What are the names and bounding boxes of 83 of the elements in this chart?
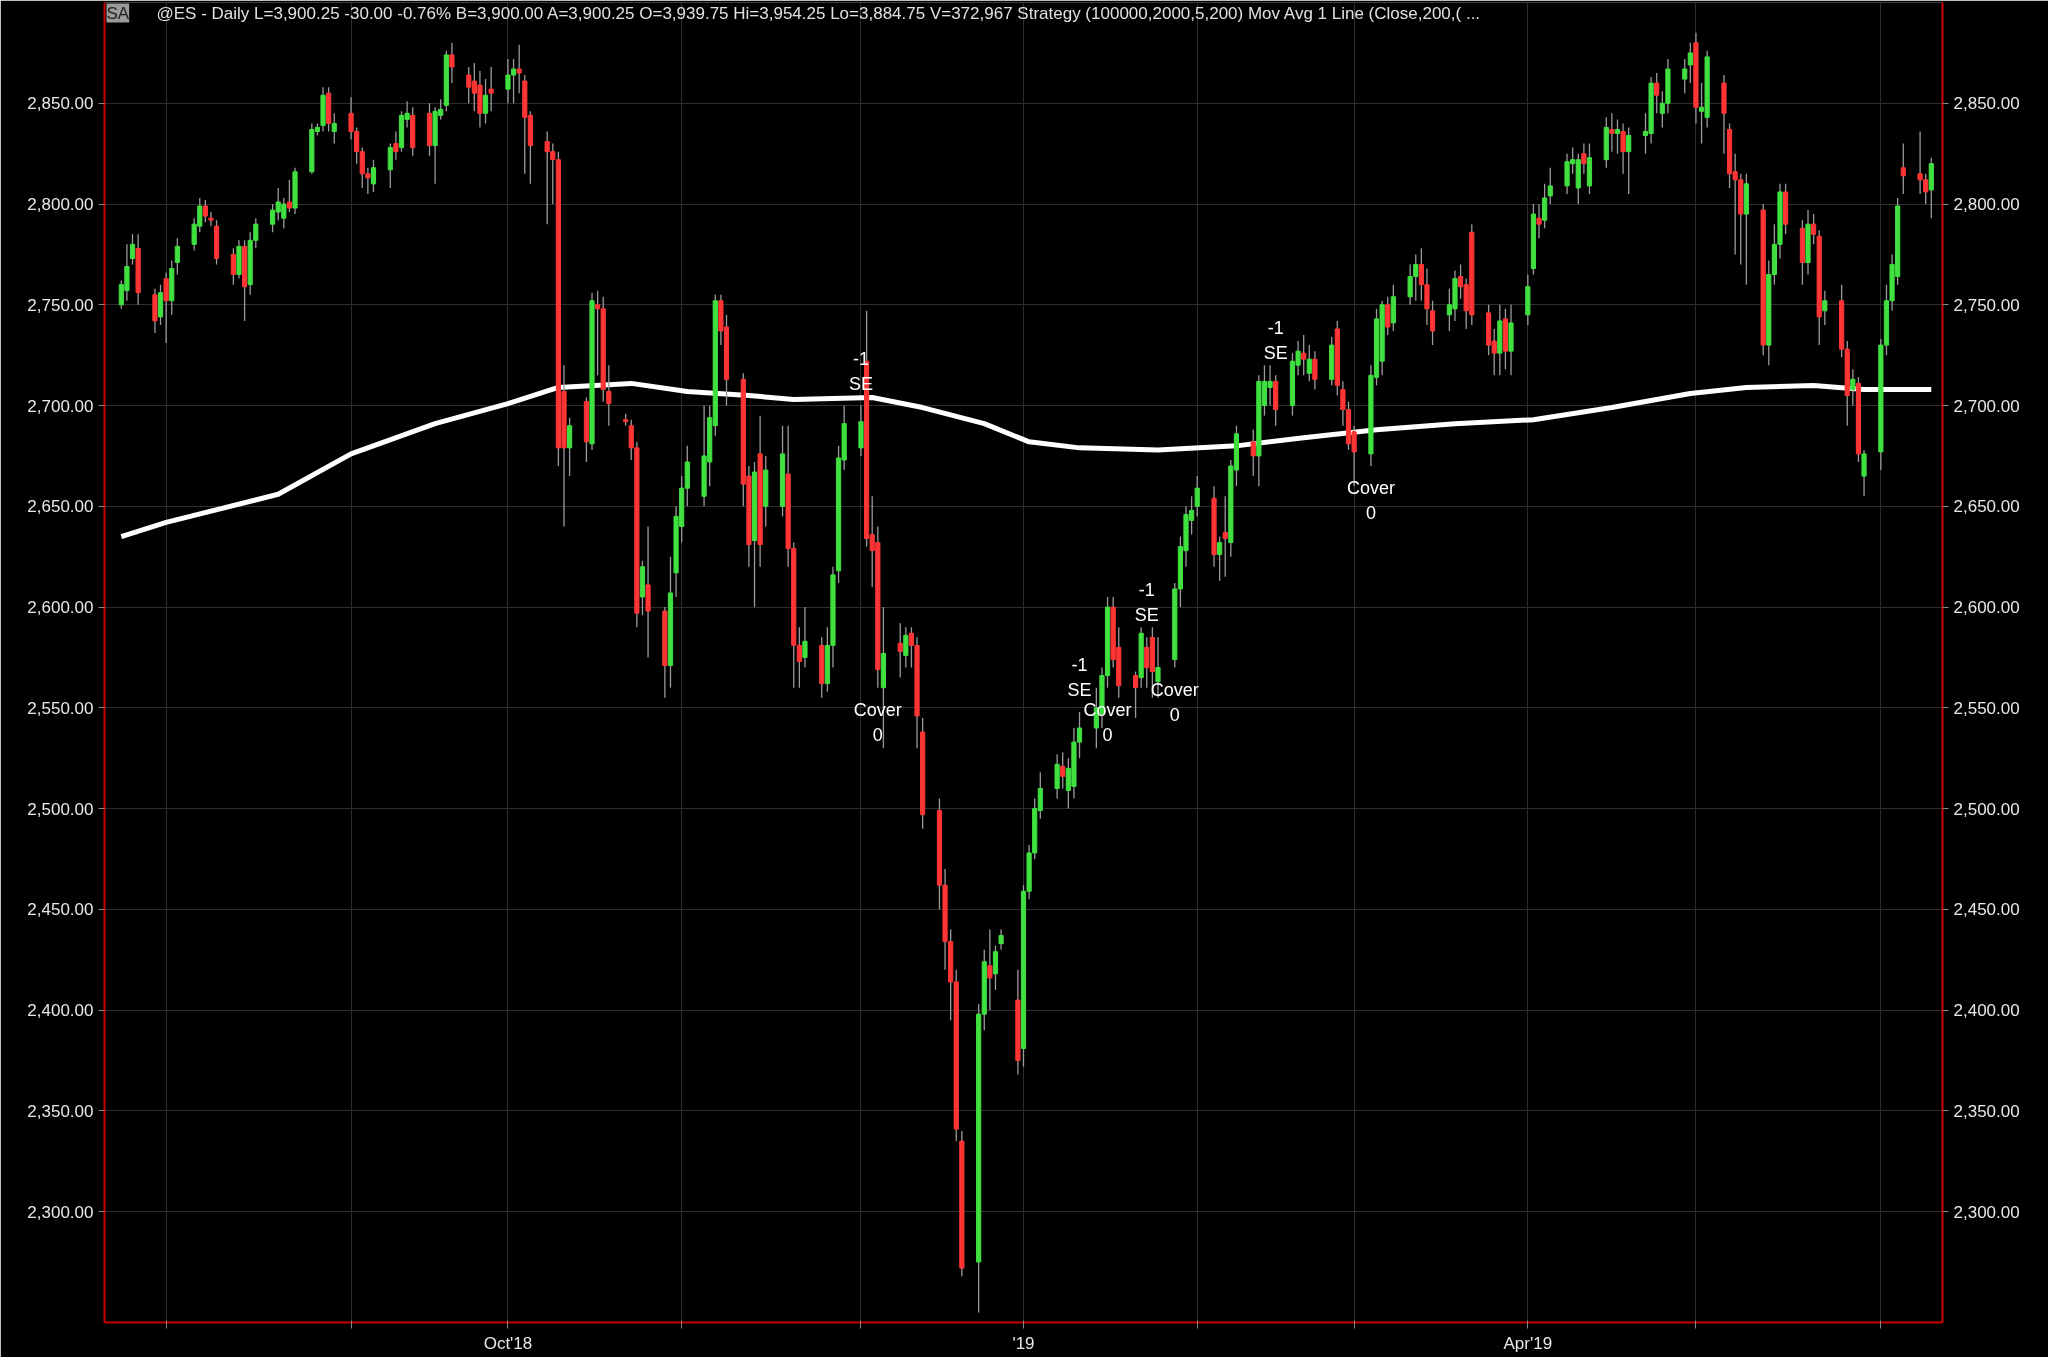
candlestick	[1620, 122, 1626, 175]
candlestick	[1429, 300, 1436, 346]
candlestick	[1811, 213, 1817, 245]
candlestick	[1614, 118, 1621, 155]
annotation: SA	[106, 3, 130, 23]
candlestick	[897, 622, 903, 679]
x-tick-label: Oct'18	[483, 1333, 533, 1353]
candlestick	[174, 237, 180, 276]
candlestick	[1682, 58, 1688, 94]
y-tick-label: 2,350.00	[27, 1101, 94, 1121]
y-tick-label: 2,300.00	[27, 1202, 94, 1222]
y-tick-label: 2,600.00	[27, 598, 94, 618]
candlestick	[1542, 183, 1548, 229]
candlestick	[1609, 112, 1615, 153]
candlestick	[1900, 142, 1906, 195]
candlestick	[1217, 535, 1223, 582]
y2-tick-label: 2,750.00	[1953, 295, 2020, 315]
chart-title: @ES - Daily L=3,900.25 -30.00 -0.76% B=3,900.00 A=3,900.25 O=3,939.75 Hi=3,954.25 Lo=3,884.75 V=372,967 Strategy (100000,2000,5,200) Mov Avg 1 Line (Close,200,( ...	[156, 3, 1481, 23]
candlestick	[802, 606, 808, 669]
y2-tick-label: 2,500.00	[1953, 799, 2020, 819]
y-tick-label: 2,700.00	[27, 396, 94, 416]
x-tick-label: '19	[1012, 1333, 1035, 1353]
y2-tick-label: 2,600.00	[1953, 598, 2020, 618]
y-tick-label: 2,450.00	[27, 900, 94, 920]
candlestick	[208, 211, 214, 227]
y2-tick-label: 2,350.00	[1953, 1101, 2020, 1121]
candlestick	[1194, 475, 1200, 518]
candlestick	[1312, 350, 1318, 391]
candlestick	[1687, 42, 1693, 84]
candlestick	[1132, 670, 1139, 719]
candlestick	[482, 78, 489, 125]
y2-tick-label: 2,650.00	[1953, 497, 2020, 517]
y2-tick-label: 2,800.00	[1953, 195, 2020, 215]
candlestick	[230, 247, 236, 286]
candlestick	[129, 233, 136, 266]
candlestick	[393, 130, 399, 161]
candlestick	[488, 66, 494, 112]
candlestick	[163, 271, 169, 344]
candlestick	[606, 364, 612, 427]
candlestick	[903, 626, 909, 669]
candlestick	[1306, 344, 1312, 383]
candlestick	[1222, 495, 1228, 578]
x-tick-label: Apr'19	[1503, 1333, 1553, 1353]
candlestick	[998, 928, 1004, 951]
candlestick	[1250, 429, 1256, 477]
candlestick	[449, 42, 455, 84]
candlestick	[1301, 334, 1307, 376]
y-tick-label: 2,500.00	[27, 799, 94, 819]
candlestick	[370, 159, 377, 193]
candlestick	[1861, 449, 1867, 497]
candlestick	[286, 179, 293, 213]
y2-tick-label: 2,450.00	[1953, 900, 2020, 920]
candlestick	[1536, 203, 1542, 239]
candlestick	[992, 945, 999, 991]
annotation: -1 SE	[1067, 654, 1092, 700]
candlestick	[387, 142, 393, 189]
y-tick-label: 2,650.00	[27, 497, 94, 517]
candlestick	[1654, 72, 1660, 114]
candlestick	[1060, 751, 1066, 790]
y2-tick-label: 2,850.00	[1953, 94, 2020, 114]
candlestick	[987, 928, 993, 1011]
candlestick	[1547, 167, 1553, 205]
candlestick	[1581, 142, 1587, 175]
y2-tick-label: 2,300.00	[1953, 1202, 2020, 1222]
y2-tick-label: 2,400.00	[1953, 1001, 2020, 1021]
annotation: Cover 0	[1346, 478, 1395, 524]
candlestick	[516, 44, 522, 94]
y-tick-label: 2,750.00	[27, 295, 94, 315]
annotation: -1 SE	[1263, 318, 1288, 364]
candlestick	[202, 199, 208, 223]
candlestick	[1850, 368, 1856, 407]
candlestick	[1626, 126, 1632, 195]
y-tick-label: 2,400.00	[27, 1001, 94, 1021]
candlestick	[567, 417, 573, 477]
candlestick	[1385, 296, 1391, 336]
candlestick	[1822, 290, 1828, 326]
annotation: -1 SE	[1134, 580, 1159, 626]
y2-tick-label: 2,700.00	[1953, 396, 2020, 416]
y-tick-label: 2,850.00	[27, 94, 94, 114]
candlestick	[331, 112, 337, 145]
y-tick-label: 2,550.00	[27, 698, 94, 718]
y-tick-label: 2,800.00	[27, 195, 94, 215]
y2-tick-label: 2,550.00	[1953, 698, 2020, 718]
